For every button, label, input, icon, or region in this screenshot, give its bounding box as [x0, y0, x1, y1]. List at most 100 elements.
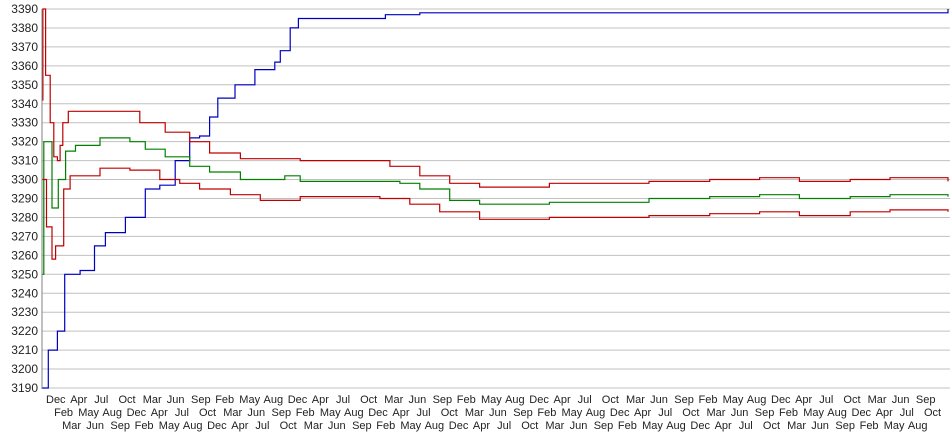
- x-tick-label: Jun: [892, 394, 910, 406]
- x-tick-label: Jun: [86, 420, 104, 432]
- x-tick-label: Dec: [852, 407, 872, 419]
- x-tick-label: Oct: [441, 407, 458, 419]
- x-tick-label: Jun: [328, 420, 346, 432]
- x-tick-label: May: [400, 420, 421, 432]
- x-tick-label: Dec: [610, 407, 630, 419]
- x-tick-label: Jul: [336, 394, 350, 406]
- gridlines: [42, 8, 950, 389]
- x-tick-label: May: [481, 394, 502, 406]
- x-tick-label: Sep: [755, 407, 775, 419]
- y-tick-label: 3360: [11, 59, 38, 73]
- y-tick-label: 3340: [11, 97, 38, 111]
- x-tick-label: Feb: [296, 407, 315, 419]
- x-tick-label: Feb: [699, 394, 718, 406]
- x-tick-label: Aug: [344, 407, 364, 419]
- y-tick-label: 3220: [11, 324, 38, 338]
- x-tick-label: Apr: [715, 420, 732, 432]
- x-tick-label: Feb: [860, 420, 879, 432]
- y-tick-label: 3270: [11, 229, 38, 243]
- x-tick-label: Jul: [819, 394, 833, 406]
- x-tick-label: Mar: [384, 394, 403, 406]
- x-tick-label: Aug: [425, 420, 445, 432]
- x-tick-label: Apr: [312, 394, 329, 406]
- y-tick-label: 3380: [11, 21, 38, 35]
- y-tick-label: 3370: [11, 40, 38, 54]
- x-tick-label: May: [159, 420, 180, 432]
- x-tick-label: Dec: [288, 394, 308, 406]
- x-tick-label: Feb: [135, 420, 154, 432]
- series-line-3: [42, 167, 949, 260]
- x-tick-label: Oct: [199, 407, 216, 419]
- x-tick-label: Apr: [473, 420, 490, 432]
- x-tick-label: Mar: [868, 394, 887, 406]
- x-tick-label: Jun: [409, 394, 427, 406]
- x-tick-label: Dec: [207, 420, 227, 432]
- y-axis-ticks: 3190 3200 3210 3220 3230 3240 3250 3260 3270 3280…: [11, 2, 38, 395]
- x-tick-label: Mar: [707, 407, 726, 419]
- x-tick-label: Jul: [94, 394, 108, 406]
- x-tick-label: Feb: [54, 407, 73, 419]
- x-tick-label: Sep: [110, 420, 130, 432]
- x-tick-label: Jun: [650, 394, 668, 406]
- x-tick-label: May: [562, 407, 583, 419]
- x-tick-label: Sep: [916, 394, 936, 406]
- x-tick-label: Jul: [900, 407, 914, 419]
- y-tick-label: 3190: [11, 381, 38, 395]
- x-tick-label: Jun: [247, 407, 265, 419]
- x-tick-label: May: [884, 420, 905, 432]
- x-tick-label: Feb: [457, 394, 476, 406]
- x-tick-label: Jun: [731, 407, 749, 419]
- x-tick-label: Apr: [554, 394, 571, 406]
- x-tick-label: Feb: [618, 420, 637, 432]
- x-tick-label: Aug: [183, 420, 203, 432]
- y-tick-label: 3330: [11, 116, 38, 130]
- x-tick-label: Sep: [433, 394, 453, 406]
- x-tick-label: Oct: [843, 394, 860, 406]
- x-tick-label: Sep: [352, 420, 372, 432]
- x-tick-label: Feb: [215, 394, 234, 406]
- x-tick-label: Dec: [368, 407, 388, 419]
- x-tick-label: Aug: [505, 394, 525, 406]
- x-tick-label: Oct: [602, 394, 619, 406]
- x-tick-label: May: [642, 420, 663, 432]
- x-tick-label: Oct: [360, 394, 377, 406]
- x-tick-label: Jul: [658, 407, 672, 419]
- x-tick-label: Sep: [272, 407, 292, 419]
- x-tick-label: Oct: [280, 420, 297, 432]
- x-tick-label: Mar: [143, 394, 162, 406]
- x-tick-label: Aug: [908, 420, 928, 432]
- x-tick-label: Apr: [151, 407, 168, 419]
- x-tick-label: Dec: [529, 394, 549, 406]
- y-tick-label: 3230: [11, 305, 38, 319]
- x-tick-label: Jul: [497, 420, 511, 432]
- x-tick-label: Apr: [231, 420, 248, 432]
- x-axis-ticks: DecFebMarAprMayJunJulAugSepOctDecFebMarA…: [46, 394, 941, 432]
- x-tick-label: May: [723, 394, 744, 406]
- y-tick-label: 3280: [11, 210, 38, 224]
- x-tick-label: Apr: [795, 394, 812, 406]
- x-tick-label: Dec: [690, 420, 710, 432]
- x-tick-label: Aug: [586, 407, 606, 419]
- y-tick-label: 3200: [11, 362, 38, 376]
- x-tick-label: Aug: [747, 394, 767, 406]
- x-tick-label: Dec: [771, 394, 791, 406]
- x-tick-label: Jun: [811, 420, 829, 432]
- y-tick-label: 3300: [11, 173, 38, 187]
- x-tick-label: Apr: [392, 407, 409, 419]
- x-tick-label: Jul: [175, 407, 189, 419]
- y-tick-label: 3320: [11, 135, 38, 149]
- x-tick-label: Oct: [763, 420, 780, 432]
- y-tick-label: 3260: [11, 248, 38, 262]
- x-tick-label: Jun: [489, 407, 507, 419]
- x-tick-label: Sep: [674, 394, 694, 406]
- x-tick-label: Feb: [537, 407, 556, 419]
- x-tick-label: Mar: [545, 420, 564, 432]
- x-tick-label: Apr: [70, 394, 87, 406]
- x-tick-label: Jun: [570, 420, 588, 432]
- x-tick-label: May: [320, 407, 341, 419]
- x-tick-label: Mar: [62, 420, 81, 432]
- x-tick-label: Sep: [191, 394, 211, 406]
- series-line-1: [42, 137, 949, 275]
- x-tick-label: Oct: [682, 407, 699, 419]
